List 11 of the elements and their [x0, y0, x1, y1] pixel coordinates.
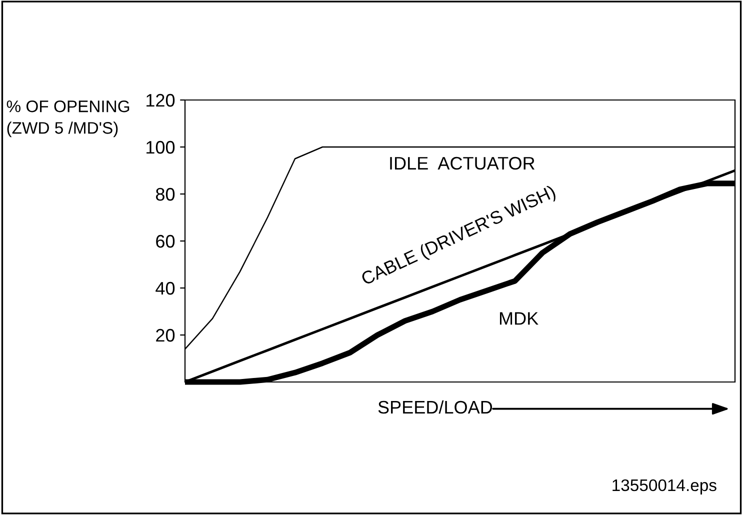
y-tick-label: 80 [156, 188, 175, 201]
y-tick-label: 40 [156, 282, 175, 295]
series-label: MDK [500, 312, 538, 325]
y-tick-label: 100 [146, 140, 175, 154]
series-label: IDLE ACTUATOR [390, 156, 534, 170]
y-tick-label: 120 [146, 94, 175, 107]
y-tick-label: 20 [156, 328, 175, 342]
text: 13550014.eps [612, 479, 716, 494]
x-axis-title: SPEED/LOAD [378, 400, 492, 414]
y-tick-label: 60 [156, 234, 175, 248]
y-axis-title: % OF OPENING (ZWD 5 /MD'S) [6, 100, 130, 138]
